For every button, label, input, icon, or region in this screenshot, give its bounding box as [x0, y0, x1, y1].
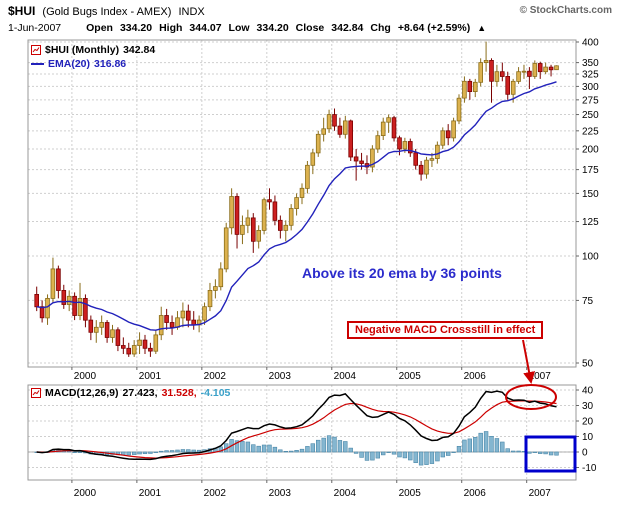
close-label: Close [295, 22, 325, 34]
ema-legend-label: EMA(20) [48, 58, 91, 70]
quote-line: 1-Jun-2007 Open 334.20 High 344.07 Low 3… [8, 22, 486, 34]
ema-line [36, 81, 557, 331]
svg-text:2003: 2003 [269, 371, 292, 382]
svg-text:400: 400 [582, 38, 599, 49]
high-value: 344.07 [189, 22, 222, 34]
svg-text:2003: 2003 [269, 488, 292, 499]
svg-text:300: 300 [582, 82, 599, 93]
svg-text:-10: -10 [582, 463, 597, 474]
svg-text:150: 150 [582, 189, 599, 200]
ema-line-icon [31, 63, 44, 65]
stockcharts-credit: © StockCharts.com [519, 5, 612, 16]
annotation-arrow [522, 339, 536, 384]
svg-text:125: 125 [582, 217, 599, 228]
svg-text:2005: 2005 [399, 488, 422, 499]
svg-text:40: 40 [582, 386, 594, 397]
svg-text:2007: 2007 [529, 371, 552, 382]
ema-legend-value: 316.86 [94, 58, 127, 70]
candlestick-series [34, 41, 559, 357]
svg-text:2001: 2001 [139, 488, 162, 499]
open-value: 334.20 [119, 22, 153, 34]
macd-legend: MACD(12,26,9) 27.423, 31.528, -4.105 [31, 387, 230, 399]
macd-hist-value: -4.105 [200, 387, 231, 399]
symbol: $HUI [8, 4, 36, 18]
chart-header: $HUI (Gold Bugs Index - AMEX) INDX © Sto… [8, 4, 612, 19]
macd-cross-annotation: Negative MACD Crossstill in effect [347, 321, 544, 339]
axis-labels: 4003503253002752502252001751501251007550… [71, 38, 599, 499]
svg-text:30: 30 [582, 401, 594, 412]
high-label: High [159, 22, 183, 34]
low-value: 334.20 [256, 22, 289, 34]
symbol-type: INDX [178, 6, 205, 18]
svg-text:2006: 2006 [464, 371, 487, 382]
svg-text:175: 175 [582, 165, 599, 176]
svg-text:2006: 2006 [464, 488, 487, 499]
macd-signal-line [36, 400, 557, 459]
svg-text:50: 50 [582, 359, 594, 370]
main-legend: $HUI (Monthly) 342.84 [31, 44, 155, 56]
svg-text:250: 250 [582, 110, 599, 121]
macd-legend-label: MACD(12,26,9) [45, 387, 119, 399]
chg-value: +8.64 (+2.59%) [397, 22, 471, 34]
panel-frames [27, 39, 577, 481]
svg-text:2001: 2001 [139, 371, 162, 382]
histogram-highlight-box [524, 435, 577, 473]
svg-text:2007: 2007 [529, 488, 552, 499]
main-legend-symbol: $HUI (Monthly) [45, 44, 120, 56]
symbol-name: (Gold Bugs Index - AMEX) [42, 6, 172, 18]
svg-text:325: 325 [582, 70, 599, 81]
macd-line-value: 27.423, [122, 387, 158, 399]
sharpchart-icon [31, 45, 41, 55]
svg-text:2002: 2002 [204, 488, 227, 499]
svg-text:2000: 2000 [74, 371, 97, 382]
quote-date: 1-Jun-2007 [8, 22, 62, 34]
chg-label: Chg [370, 22, 391, 34]
svg-text:2005: 2005 [399, 371, 422, 382]
low-label: Low [228, 22, 250, 34]
svg-text:2000: 2000 [74, 488, 97, 499]
macd-signal-value: 31.528, [161, 387, 197, 399]
svg-text:20: 20 [582, 417, 594, 428]
close-value: 342.84 [331, 22, 364, 34]
svg-text:0: 0 [582, 448, 588, 459]
macd-cross-circle [505, 384, 557, 410]
svg-text:275: 275 [582, 95, 599, 106]
svg-text:350: 350 [582, 58, 599, 69]
annotation-shapes [505, 339, 577, 473]
indicator-icon [31, 388, 41, 398]
ema-annotation: Above its 20 ema by 36 points [302, 265, 502, 281]
macd-line [36, 390, 557, 461]
svg-text:75: 75 [582, 296, 594, 307]
svg-text:200: 200 [582, 145, 599, 156]
open-label: Open [86, 22, 113, 34]
svg-text:225: 225 [582, 126, 599, 137]
svg-text:100: 100 [582, 252, 599, 263]
svg-text:2004: 2004 [334, 488, 357, 499]
main-legend-value: 342.84 [123, 44, 156, 56]
ema-legend: EMA(20) 316.86 [31, 58, 126, 70]
svg-text:2002: 2002 [204, 371, 227, 382]
up-arrow-icon: ▲ [477, 23, 487, 33]
svg-text:2004: 2004 [334, 371, 357, 382]
svg-text:10: 10 [582, 432, 594, 443]
